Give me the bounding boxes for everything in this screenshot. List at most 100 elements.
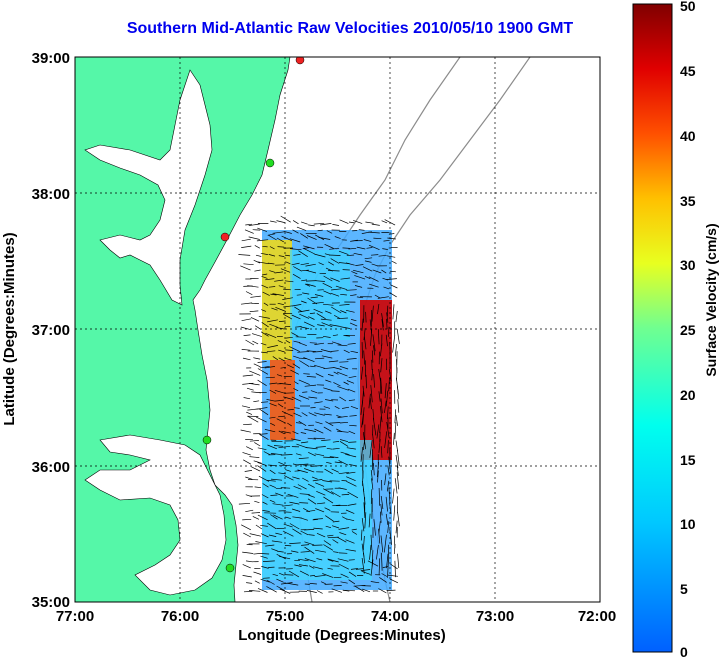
velocity-vector [363,350,366,365]
velocity-vector [333,371,339,375]
velocity-vector [258,475,270,482]
velocity-vector [370,328,373,346]
velocity-vector [322,335,331,338]
station-marker[interactable] [225,563,235,573]
velocity-vector [386,589,396,591]
velocity-vector [350,294,357,297]
velocity-vector [347,503,357,506]
velocity-vector [309,342,317,344]
velocity-vector [380,343,383,357]
velocity-vector [278,430,285,435]
velocity-vector [397,449,400,466]
velocity-vector [327,567,333,570]
velocity-vector [265,376,275,379]
velocity-vector [346,447,356,450]
velocity-vector [253,553,261,555]
velocity-vector [261,275,268,279]
velocity-vector [352,269,364,274]
colorbar-tick: 45 [680,63,696,79]
velocity-vector [380,503,383,516]
velocity-vector [324,468,333,475]
station-marker[interactable] [295,56,305,65]
station-marker[interactable] [265,158,275,168]
velocity-vector [384,473,387,486]
velocity-vector [361,588,371,593]
velocity-vector [309,575,316,577]
velocity-vector [269,323,278,328]
velocity-vector [334,314,341,319]
velocity-vector [253,400,260,403]
velocity-vector [377,470,379,483]
velocity-vector [294,381,299,385]
velocity-vector [254,442,261,447]
velocity-vector [315,508,325,513]
velocity-vector [323,426,332,432]
velocity-vector [348,221,355,224]
velocity-vector [285,358,292,361]
station-marker[interactable] [202,435,212,445]
colorbar-tick: 15 [680,452,696,468]
velocity-vector [348,441,357,443]
velocity-vector [379,577,387,583]
velocity-vector [306,590,317,593]
velocity-vector [300,221,308,225]
velocity-vector [380,405,383,423]
velocity-vector [324,507,331,511]
velocity-vector [304,546,315,554]
velocity-vector [337,430,349,433]
velocity-vector [387,406,389,419]
velocity-vector [244,229,254,234]
velocity-vector [245,560,253,563]
velocity-vector [348,247,357,250]
velocity-vector [276,374,283,377]
velocity-vector [257,514,268,521]
velocity-vector [249,456,260,458]
velocity-vector [342,247,350,249]
velocity-vector [302,391,308,393]
station-marker[interactable] [220,232,230,242]
velocity-vector [259,433,268,435]
velocity-vector [261,322,269,328]
velocity-vector [328,360,339,363]
velocity-vector [268,234,277,241]
velocity-vector [384,431,388,448]
velocity-vector [299,493,310,495]
velocity-vector [323,544,334,551]
velocity-vector [266,399,276,402]
velocity-vector [308,494,315,498]
velocity-vector [242,357,251,361]
velocity-vector [323,456,334,458]
velocity-vector [340,573,349,578]
velocity-vector [302,292,310,295]
velocity-vector [303,245,315,250]
velocity-vector [301,269,309,272]
velocity-vector [296,226,307,231]
x-axis-label: Longitude (Degrees:Minutes) [238,627,446,644]
velocity-vector [385,390,389,407]
velocity-vector [291,332,299,337]
velocity-vector [330,350,339,352]
velocity-vector [372,433,375,449]
velocity-vector [241,524,251,531]
velocity-vector [381,319,384,331]
velocity-vector [289,501,300,505]
velocity-vector [388,456,391,474]
velocity-vector [328,261,335,266]
velocity-vector [369,440,373,458]
velocity-vector [298,420,307,426]
velocity-vector [343,381,349,385]
velocity-vector [339,441,349,447]
velocity-vector [316,532,326,538]
velocity-vector [330,258,340,264]
velocity-vector [263,451,271,456]
velocity-vector [389,528,392,545]
velocity-vector [262,501,268,505]
velocity-vector [364,275,371,280]
velocity-vector [332,447,340,450]
velocity-vector [327,534,334,537]
velocity-vector [299,360,310,367]
velocity-vector [315,446,326,448]
y-axis-label: Latitude (Degrees:Minutes) [1,232,18,425]
velocity-vector [345,262,355,266]
velocity-vector [274,279,284,282]
